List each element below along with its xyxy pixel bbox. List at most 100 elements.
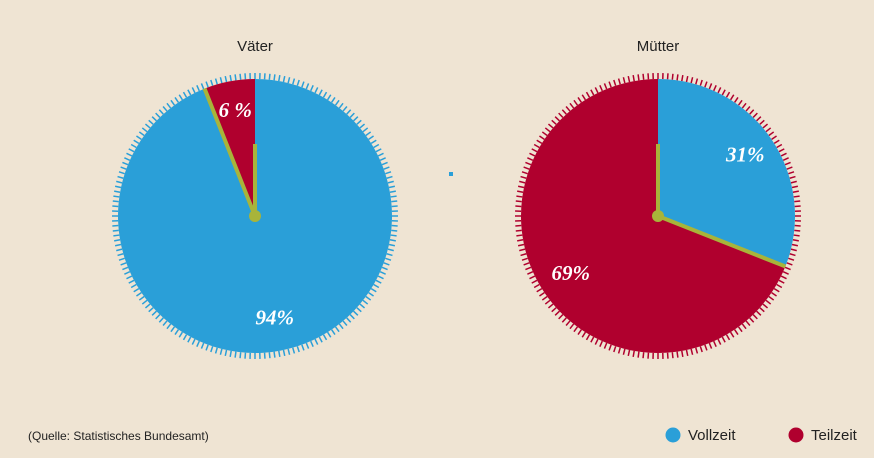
clock-tick — [278, 75, 281, 82]
clock-tick — [268, 73, 271, 80]
clock-tick — [136, 135, 142, 141]
clock-tick — [786, 166, 793, 170]
clock-tick — [676, 74, 679, 81]
clock-tick — [383, 166, 390, 170]
clock-tick — [234, 351, 237, 358]
clock-tick — [305, 342, 310, 349]
clock-tick — [704, 344, 708, 351]
clock-tick — [330, 329, 336, 335]
clock-tick — [527, 271, 534, 275]
clock-tick — [558, 112, 564, 118]
clock-tick — [780, 152, 787, 157]
clock-tick — [144, 303, 151, 309]
clock-tick — [379, 271, 386, 275]
clock-tick — [749, 109, 755, 115]
clock-tick — [784, 161, 791, 166]
clock-tick — [114, 239, 121, 242]
clock-tick — [539, 135, 545, 141]
clock-tick — [590, 336, 595, 343]
clock-tick — [695, 78, 699, 85]
clock-tick — [214, 78, 218, 85]
clock-tick — [717, 338, 722, 345]
clock-tick — [699, 346, 703, 353]
clock-tick — [529, 152, 536, 157]
clock-tick — [765, 299, 772, 305]
clock-tick — [778, 279, 785, 284]
clock-tick — [346, 109, 352, 115]
clock-tick — [632, 75, 635, 82]
clock-tick — [782, 271, 789, 275]
clock-tick — [627, 75, 631, 83]
clock-tick — [771, 291, 777, 297]
clock-tick — [174, 329, 180, 335]
clock-tick — [613, 346, 617, 353]
clock-tick — [268, 352, 271, 359]
clock-tick — [282, 349, 286, 357]
clock-tick — [375, 148, 382, 153]
clock-tick — [128, 279, 135, 284]
clock-tick — [529, 275, 536, 280]
clock-tick — [379, 157, 386, 161]
clock-tick — [617, 347, 621, 354]
clock-tick — [793, 195, 800, 198]
clock-tick — [117, 175, 124, 179]
clock-tick — [381, 266, 388, 271]
clock-tick — [296, 79, 300, 86]
clock-tick — [390, 195, 397, 198]
clock-tick — [608, 344, 612, 351]
clock-tick — [196, 340, 200, 347]
clock-tick — [713, 340, 717, 347]
clock-tick — [729, 94, 735, 101]
clock-tick — [305, 83, 310, 90]
clock-tick — [310, 340, 314, 347]
clock-tick — [292, 347, 296, 354]
clock-tick — [565, 105, 571, 112]
clock-tick — [234, 74, 237, 81]
clock-tick — [762, 303, 769, 309]
clock-tick — [737, 99, 743, 106]
clock-tick — [778, 148, 785, 153]
clock-tick — [551, 119, 557, 125]
clock-tick — [112, 200, 119, 203]
clock-tick — [365, 295, 372, 301]
clock-tick — [708, 342, 713, 349]
clock-tick — [389, 239, 396, 242]
clock-tick — [322, 334, 328, 341]
clock-tick — [762, 123, 769, 129]
clock-tick — [118, 171, 125, 175]
clock-tick — [729, 331, 735, 338]
clock-tick — [551, 307, 557, 313]
clock-tick — [789, 175, 796, 179]
clock-tick — [182, 334, 188, 341]
clock-tick — [210, 346, 214, 353]
clock-tick — [520, 175, 527, 179]
clock-tick — [794, 200, 801, 203]
clock-tick — [362, 127, 369, 133]
clock-tick — [517, 185, 525, 189]
clock-tick — [759, 119, 765, 125]
clock-tick — [113, 195, 120, 198]
clock-tick — [334, 99, 340, 106]
clock-tick — [116, 248, 123, 252]
clock-tick — [330, 97, 336, 103]
clock-tick — [124, 157, 131, 161]
clock-tick — [752, 112, 758, 118]
clock-tick — [138, 131, 145, 137]
clock-tick — [541, 295, 548, 301]
clock-tick — [603, 83, 608, 90]
clock-tick — [390, 234, 397, 237]
pie-title: Mütter — [637, 38, 680, 55]
clock-tick — [685, 75, 689, 83]
clock-tick — [373, 283, 380, 289]
clock-tick — [725, 91, 731, 98]
clock-tick — [166, 102, 172, 109]
clock-tick — [721, 336, 726, 343]
clock-tick — [170, 99, 176, 106]
clock-tick — [737, 326, 743, 333]
clock-tick — [126, 152, 133, 157]
clock-tick — [385, 257, 392, 261]
clock-tick — [599, 340, 603, 347]
clock-tick — [756, 116, 762, 122]
clock-tick — [148, 307, 154, 313]
